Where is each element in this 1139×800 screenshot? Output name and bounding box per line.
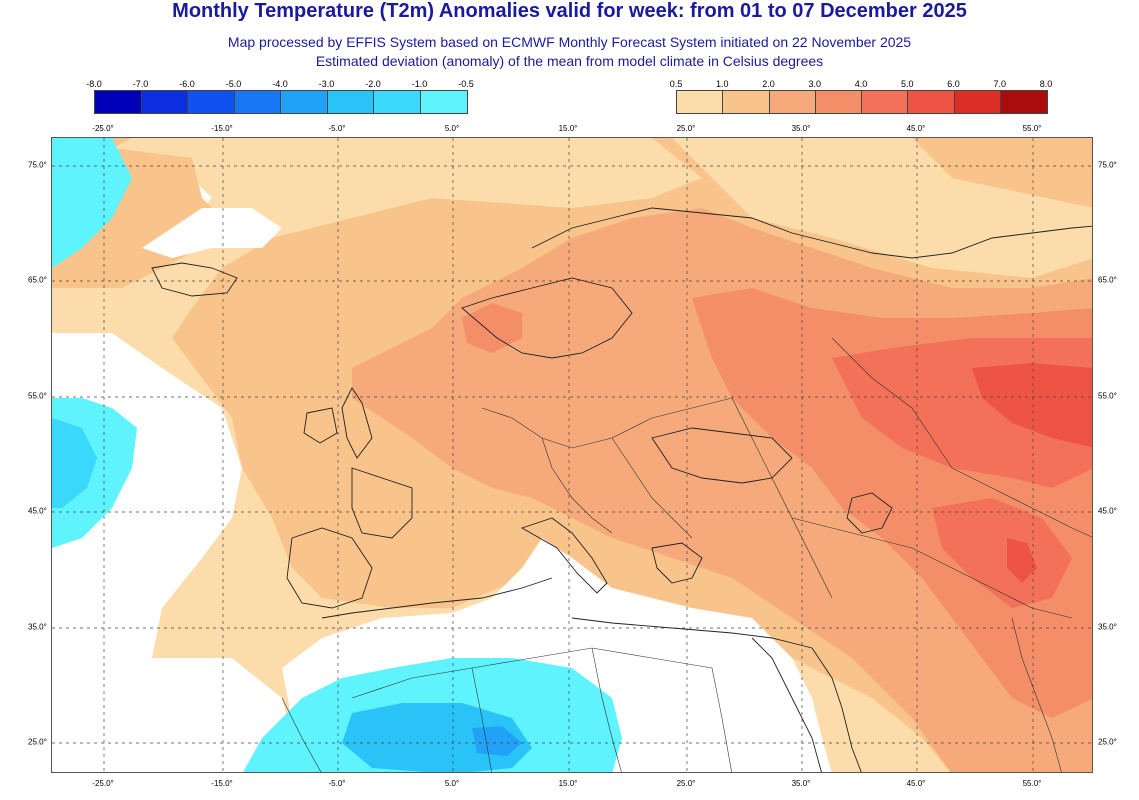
map-title: Monthly Temperature (T2m) Anomalies vali… [172, 0, 967, 22]
legend-tick-label: -1.0 [411, 79, 428, 89]
legend-tick-label: 2.0 [762, 79, 775, 89]
longitude-label-top: 5.0° [444, 124, 460, 133]
longitude-label-bottom: -5.0° [328, 779, 346, 788]
country-borders [281, 337, 1092, 772]
legend-tick-label: 1.0 [715, 79, 729, 89]
legend-color-cell [327, 91, 374, 113]
legend-color-cell [374, 91, 421, 113]
latitude-label-left: 55.0° [28, 391, 47, 401]
legend-tick-label: -2.0 [365, 79, 381, 89]
latitude-label-right: 35.0° [1098, 622, 1117, 632]
legend-color-cell [188, 91, 235, 113]
legend-color-cell [234, 91, 281, 113]
longitude-label-bottom: 45.0° [906, 779, 926, 788]
latitude-label-left: 35.0° [28, 622, 47, 632]
latitude-label-right: 65.0° [1098, 275, 1117, 285]
anomaly-band-norway-3-4 [462, 303, 522, 353]
legend-warm-scale [676, 90, 1048, 114]
longitude-label-top: -15.0° [211, 124, 233, 133]
legend-color-cell [769, 91, 816, 113]
legend-cold-scale [94, 90, 468, 114]
longitude-label-top: 45.0° [906, 124, 926, 133]
longitude-label-bottom: 15.0° [558, 779, 578, 788]
cold-anomaly-atlantic-core [52, 418, 97, 508]
legend-color-cell [908, 91, 955, 113]
longitude-label-bottom: 5.0° [444, 779, 460, 788]
legend-tick-label: -0.5 [458, 79, 474, 89]
legend-color-cell [420, 91, 467, 113]
anomaly-map [51, 137, 1093, 773]
legend-tick-label: -6.0 [179, 79, 195, 89]
graticule [52, 138, 1092, 772]
latitude-label-left: 45.0° [28, 506, 47, 516]
latitude-label-right: 45.0° [1098, 506, 1117, 516]
legend-color-cell [95, 91, 142, 113]
legend-tick-label: 8.0 [1039, 79, 1053, 89]
longitude-label-top: 35.0° [791, 124, 811, 133]
map-subtitle-description: Estimated deviation (anomaly) of the mea… [315, 53, 824, 69]
latitude-label-left: 75.0° [28, 160, 47, 170]
latitude-label-right: 25.0° [1098, 737, 1117, 747]
cold-anomaly-sahara-core [342, 703, 532, 772]
coastlines [151, 207, 1092, 772]
longitude-label-top: 15.0° [558, 124, 578, 133]
legend-tick-label: 4.0 [854, 79, 868, 89]
legend-color-cell [281, 91, 328, 113]
longitude-label-top: -5.0° [328, 124, 346, 133]
latitude-label-right: 75.0° [1098, 160, 1117, 170]
longitude-label-bottom: 55.0° [1022, 779, 1042, 788]
longitude-label-bottom: 25.0° [676, 779, 696, 788]
legend-color-cell [815, 91, 862, 113]
anomaly-band-5-6 [972, 363, 1092, 583]
cold-anomaly-greenland [52, 138, 132, 268]
longitude-label-top: 55.0° [1022, 124, 1042, 133]
neutral-iceland-sea [142, 208, 282, 258]
legend-tick-label: 3.0 [808, 79, 822, 89]
longitude-label-bottom: -25.0° [92, 779, 114, 788]
legend-tick-label: 7.0 [993, 79, 1007, 89]
legend-tick-label: -8.0 [86, 79, 102, 89]
legend-tick-label: -5.0 [225, 79, 242, 89]
legend-color-cell [677, 91, 724, 113]
legend-tick-label: 0.5 [669, 79, 683, 89]
legend-tick-label: -4.0 [272, 79, 288, 89]
latitude-label-left: 65.0° [28, 275, 47, 285]
legend-tick-label: 6.0 [947, 79, 960, 89]
legend-color-cell [862, 91, 909, 113]
legend-color-cell [954, 91, 1001, 113]
anomaly-map-canvas [52, 138, 1092, 772]
legend-color-cell [141, 91, 188, 113]
map-subtitle-source: Map processed by EFFIS System based on E… [227, 34, 912, 50]
longitude-label-bottom: -15.0° [211, 779, 233, 788]
legend-tick-label: 5.0 [900, 79, 914, 89]
longitude-label-bottom: 35.0° [791, 779, 811, 788]
longitude-label-top: 25.0° [676, 124, 696, 133]
latitude-label-right: 55.0° [1098, 391, 1117, 401]
longitude-label-top: -25.0° [92, 124, 114, 133]
legend-color-cell [1000, 91, 1047, 113]
latitude-label-left: 25.0° [28, 737, 47, 747]
legend-color-cell [723, 91, 770, 113]
legend-tick-label: -7.0 [132, 79, 149, 89]
legend-tick-label: -3.0 [318, 79, 335, 89]
